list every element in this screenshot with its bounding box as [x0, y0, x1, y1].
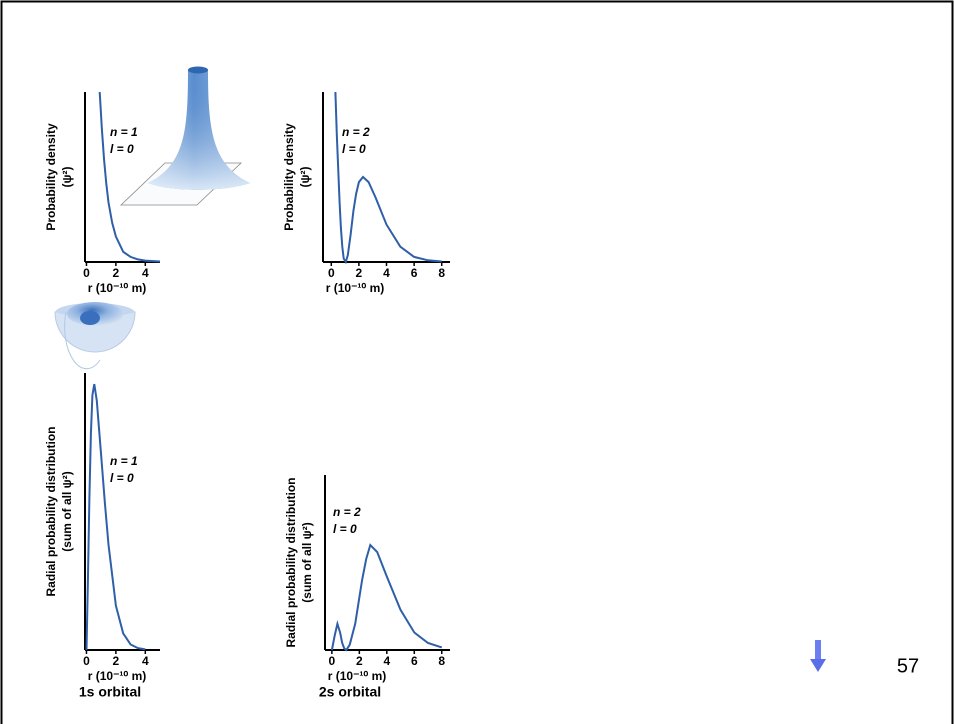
annotation: n = 2	[333, 505, 361, 519]
x-axis-label: r (10⁻¹⁰ m)	[88, 281, 147, 295]
x-axis-label: r (10⁻¹⁰ m)	[328, 669, 387, 683]
annotation: l = 0	[110, 471, 134, 485]
x-axis-label: r (10⁻¹⁰ m)	[326, 281, 385, 295]
caption: 1s orbital	[79, 684, 141, 700]
x-tick-label: 4	[383, 654, 390, 668]
x-tick-label: 2	[113, 266, 120, 280]
annotation: n = 2	[342, 125, 370, 139]
y-axis-label: Probability density	[44, 123, 58, 231]
x-tick-label: 2	[356, 266, 363, 280]
x-tick-label: 8	[438, 654, 445, 668]
curve	[332, 545, 442, 650]
curve	[87, 384, 146, 650]
x-tick-label: 4	[142, 266, 149, 280]
x-axis-label: r (10⁻¹⁰ m)	[88, 669, 147, 683]
annotation: l = 0	[333, 522, 357, 536]
x-tick-label: 0	[83, 266, 90, 280]
annotation: n = 1	[110, 454, 138, 468]
y-axis-label: (ψ²)	[60, 166, 74, 187]
curve	[335, 92, 441, 262]
annotation: n = 1	[110, 125, 138, 139]
next-arrow[interactable]	[810, 640, 826, 672]
annotation: l = 0	[342, 142, 366, 156]
x-tick-label: 0	[329, 654, 336, 668]
x-tick-label: 8	[438, 266, 445, 280]
y-axis-label: (sum of all ψ²)	[300, 522, 314, 602]
x-tick-label: 2	[356, 654, 363, 668]
x-tick-label: 4	[142, 654, 149, 668]
y-axis-label: Radial probability distribution	[284, 477, 298, 647]
y-axis-label: (ψ²)	[298, 166, 312, 187]
x-tick-label: 6	[411, 654, 418, 668]
slide-frame	[2, 2, 953, 724]
shell-illustration	[55, 302, 135, 369]
orbital-illustration	[121, 67, 250, 206]
x-tick-label: 4	[383, 266, 390, 280]
x-tick-label: 0	[328, 266, 335, 280]
x-tick-label: 0	[83, 654, 90, 668]
y-axis-label: Probability density	[282, 123, 296, 231]
y-axis-label: (sum of all ψ²)	[60, 471, 74, 551]
x-tick-label: 2	[113, 654, 120, 668]
annotation: l = 0	[110, 142, 134, 156]
x-tick-label: 6	[411, 266, 418, 280]
caption: 2s orbital	[319, 684, 381, 700]
y-axis-label: Radial probability distribution	[44, 426, 58, 596]
page-number: 57	[897, 655, 919, 677]
slide: 57 024Probability density(ψ²)r (10⁻¹⁰ m)…	[0, 0, 954, 724]
